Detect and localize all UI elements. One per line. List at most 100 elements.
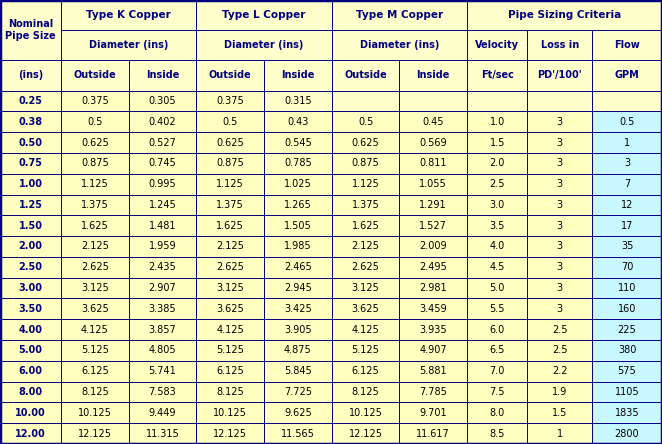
Bar (264, 194, 332, 215)
Text: Type M Copper: Type M Copper (356, 10, 443, 20)
Text: 2.5: 2.5 (489, 179, 505, 189)
Text: 2.125: 2.125 (81, 242, 109, 251)
Bar (61, 423, 128, 444)
Bar (592, 91, 662, 111)
Text: 2.0: 2.0 (489, 159, 505, 168)
Bar (592, 257, 662, 278)
Bar (61, 30, 197, 60)
Text: 4.5: 4.5 (489, 262, 505, 272)
Text: Outside: Outside (344, 71, 387, 80)
Bar (592, 278, 662, 298)
Bar (399, 340, 467, 361)
Text: 2.435: 2.435 (149, 262, 177, 272)
Bar (61, 153, 128, 174)
Text: 10.125: 10.125 (213, 408, 247, 418)
Text: 1.505: 1.505 (284, 221, 312, 231)
Text: 8.125: 8.125 (216, 387, 244, 397)
Bar (0, 382, 61, 402)
Bar (332, 132, 399, 153)
Text: 6.125: 6.125 (216, 366, 244, 376)
Text: 0.875: 0.875 (352, 159, 379, 168)
Text: Inside: Inside (416, 71, 450, 80)
Text: 3.125: 3.125 (216, 283, 244, 293)
Text: 225: 225 (618, 325, 636, 335)
Bar (0, 0, 61, 60)
Bar (61, 174, 128, 194)
Bar (0, 236, 61, 257)
Bar (528, 340, 592, 361)
Text: 2.625: 2.625 (216, 262, 244, 272)
Bar (592, 236, 662, 257)
Bar (399, 91, 467, 111)
Bar (332, 60, 399, 91)
Bar (197, 361, 264, 382)
Bar (528, 382, 592, 402)
Bar (467, 111, 528, 132)
Text: 3.125: 3.125 (352, 283, 379, 293)
Text: 2.2: 2.2 (552, 366, 567, 376)
Text: 3: 3 (557, 117, 563, 127)
Text: 11.565: 11.565 (281, 428, 315, 439)
Text: 0.75: 0.75 (19, 159, 42, 168)
Text: 0.625: 0.625 (216, 138, 244, 147)
Bar (592, 402, 662, 423)
Bar (197, 382, 264, 402)
Text: 11.617: 11.617 (416, 428, 450, 439)
Bar (528, 30, 592, 60)
Bar (264, 298, 332, 319)
Bar (128, 174, 197, 194)
Bar (197, 0, 332, 30)
Text: 6.5: 6.5 (489, 345, 505, 356)
Bar (61, 60, 128, 91)
Bar (197, 402, 264, 423)
Text: 3.425: 3.425 (284, 304, 312, 314)
Text: 0.811: 0.811 (420, 159, 447, 168)
Bar (528, 361, 592, 382)
Bar (128, 153, 197, 174)
Text: 1.125: 1.125 (216, 179, 244, 189)
Text: 3.625: 3.625 (216, 304, 244, 314)
Bar (264, 340, 332, 361)
Text: 5.741: 5.741 (149, 366, 177, 376)
Text: 5.125: 5.125 (352, 345, 379, 356)
Text: 3: 3 (557, 138, 563, 147)
Text: 1.527: 1.527 (419, 221, 447, 231)
Text: 5.125: 5.125 (216, 345, 244, 356)
Bar (332, 174, 399, 194)
Text: 4.125: 4.125 (216, 325, 244, 335)
Bar (197, 215, 264, 236)
Bar (0, 153, 61, 174)
Text: 10.125: 10.125 (78, 408, 112, 418)
Text: 1.375: 1.375 (81, 200, 109, 210)
Text: 0.5: 0.5 (222, 117, 238, 127)
Bar (528, 298, 592, 319)
Text: 2.5: 2.5 (552, 345, 567, 356)
Bar (128, 236, 197, 257)
Bar (399, 215, 467, 236)
Bar (0, 423, 61, 444)
Text: (ins): (ins) (18, 71, 43, 80)
Bar (264, 278, 332, 298)
Bar (264, 382, 332, 402)
Bar (528, 402, 592, 423)
Text: 380: 380 (618, 345, 636, 356)
Text: 4.0: 4.0 (490, 242, 505, 251)
Text: 0.43: 0.43 (287, 117, 308, 127)
Text: 3.905: 3.905 (284, 325, 312, 335)
Bar (61, 236, 128, 257)
Text: 0.375: 0.375 (81, 96, 109, 106)
Bar (61, 319, 128, 340)
Bar (528, 60, 592, 91)
Bar (592, 111, 662, 132)
Text: 7: 7 (624, 179, 630, 189)
Bar (197, 153, 264, 174)
Bar (197, 340, 264, 361)
Bar (467, 91, 528, 111)
Bar (592, 215, 662, 236)
Bar (332, 194, 399, 215)
Bar (528, 132, 592, 153)
Bar (592, 174, 662, 194)
Text: 160: 160 (618, 304, 636, 314)
Text: 0.375: 0.375 (216, 96, 244, 106)
Bar (264, 423, 332, 444)
